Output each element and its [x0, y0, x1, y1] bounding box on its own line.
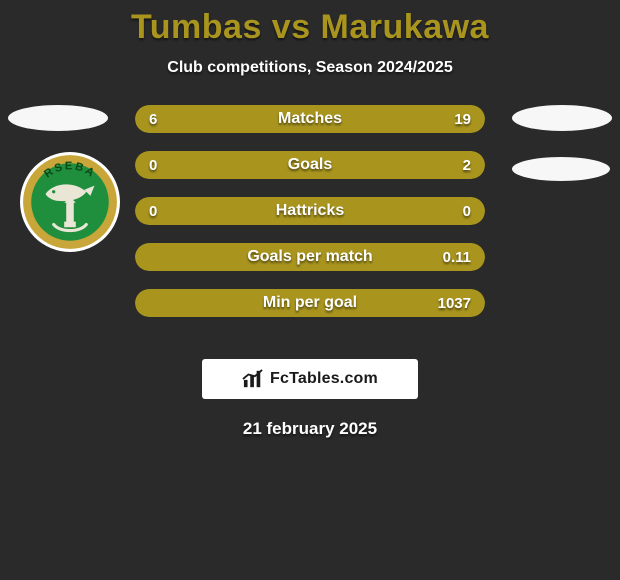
stat-bar: Matches6 19	[135, 105, 485, 133]
stat-value-player1: 6	[149, 105, 157, 133]
stat-label: Min per goal	[135, 289, 485, 317]
stat-value-player1: 0	[149, 197, 157, 225]
stat-label: Hattricks	[135, 197, 485, 225]
stat-value-player2: 0.11	[443, 243, 471, 271]
stat-label: Goals per match	[135, 243, 485, 271]
stat-bar: Goals per match0.11	[135, 243, 485, 271]
player1-avatar-placeholder	[8, 105, 108, 131]
brand-text: FcTables.com	[270, 370, 378, 388]
brand-box: FcTables.com	[202, 359, 418, 399]
page-title: Tumbas vs Marukawa	[0, 8, 620, 47]
player1-club-badge: RSEBA	[19, 151, 121, 253]
stat-bars: Matches619Goals02Hattricks00Goals per ma…	[135, 105, 485, 335]
stat-value-player2: 19	[454, 105, 471, 133]
comparison-stage: RSEBA Matches619Goals02Hattricks00Goals …	[0, 105, 620, 335]
stat-bar: Hattricks0 0	[135, 197, 485, 225]
brand-chart-icon	[242, 369, 264, 389]
page-subtitle: Club competitions, Season 2024/2025	[0, 59, 620, 77]
stat-bar: Min per goal1037	[135, 289, 485, 317]
stat-value-player1: 0	[149, 151, 157, 179]
stat-bar: Goals0 2	[135, 151, 485, 179]
stat-value-player2: 0	[463, 197, 471, 225]
stat-value-player2: 1037	[438, 289, 471, 317]
player2-club-placeholder	[512, 157, 610, 181]
stat-label: Matches	[135, 105, 485, 133]
player2-avatar-placeholder	[512, 105, 612, 131]
stat-value-player2: 2	[463, 151, 471, 179]
stat-label: Goals	[135, 151, 485, 179]
footer-date: 21 february 2025	[0, 419, 620, 439]
